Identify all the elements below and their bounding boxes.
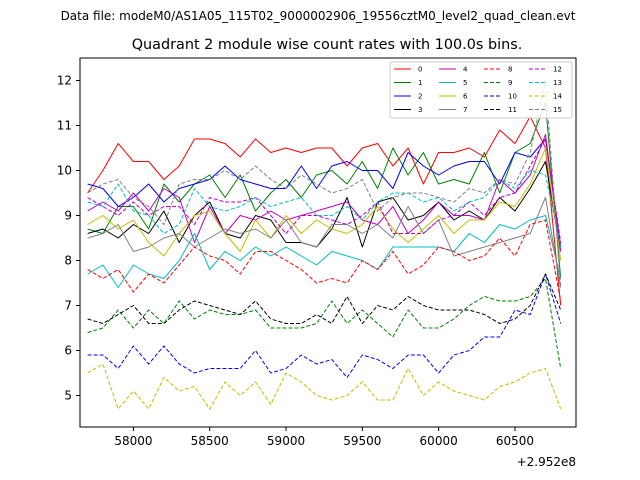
x-tick-label: 60500	[496, 434, 534, 448]
series-line-5	[87, 215, 562, 288]
series-line-3	[87, 161, 562, 252]
legend-label-8: 8	[508, 66, 512, 74]
figure-suptitle: Data file: modeM0/AS1A05_115T02_90000029…	[61, 9, 576, 23]
legend-label-15: 15	[553, 106, 562, 114]
legend-label-9: 9	[508, 79, 512, 87]
x-offset-label: +2.952e8	[517, 455, 576, 469]
x-tick-label: 60000	[420, 434, 458, 448]
series-line-15	[87, 80, 562, 288]
legend-label-1: 1	[418, 79, 422, 87]
legend-label-10: 10	[508, 93, 517, 101]
legend-label-6: 6	[463, 93, 468, 101]
y-tick-label: 10	[57, 164, 72, 178]
legend-label-2: 2	[418, 93, 422, 101]
series-line-2	[87, 138, 562, 248]
x-tick-label: 58000	[114, 434, 152, 448]
plot-area: 58000 58500 59000 59500 60000 60500 567891011…	[57, 57, 577, 448]
series-line-12	[87, 138, 562, 243]
series-line-8	[87, 219, 562, 302]
y-axis: 5 6 7 8 9 10 11 12	[57, 74, 80, 403]
series-line-4	[87, 134, 562, 252]
legend-box	[389, 61, 573, 119]
legend-label-5: 5	[463, 79, 467, 87]
legend-label-4: 4	[463, 66, 468, 74]
y-tick-label: 6	[64, 344, 72, 358]
x-tick-label: 59000	[267, 434, 305, 448]
series-line-10	[87, 273, 562, 378]
legend-label-14: 14	[553, 93, 562, 101]
chart-title: Quadrant 2 module wise count rates with …	[132, 37, 523, 53]
legend-label-7: 7	[463, 106, 467, 114]
series-line-1	[87, 102, 562, 279]
y-tick-label: 8	[64, 254, 72, 268]
series-line-13	[87, 170, 562, 248]
series-layer	[87, 80, 562, 410]
y-tick-label: 12	[57, 74, 72, 88]
legend-label-0: 0	[418, 66, 422, 74]
y-tick-label: 11	[57, 119, 72, 133]
series-line-9	[87, 278, 562, 369]
x-tick-label: 58500	[191, 434, 229, 448]
x-tick-label: 59500	[343, 434, 381, 448]
legend-label-13: 13	[553, 79, 562, 87]
axes-frame	[79, 57, 577, 428]
series-line-7	[87, 197, 562, 288]
legend-label-3: 3	[418, 106, 422, 114]
x-axis: 58000 58500 59000 59500 60000 60500	[114, 427, 534, 448]
legend-label-12: 12	[553, 66, 562, 74]
y-tick-label: 7	[64, 299, 72, 313]
y-tick-label: 9	[64, 209, 72, 223]
series-line-14	[87, 363, 562, 410]
legend-label-11: 11	[508, 106, 517, 114]
series-line-0	[87, 116, 562, 306]
series-line-6	[87, 147, 562, 261]
series-line-11	[87, 273, 562, 324]
y-tick-label: 5	[64, 389, 72, 403]
